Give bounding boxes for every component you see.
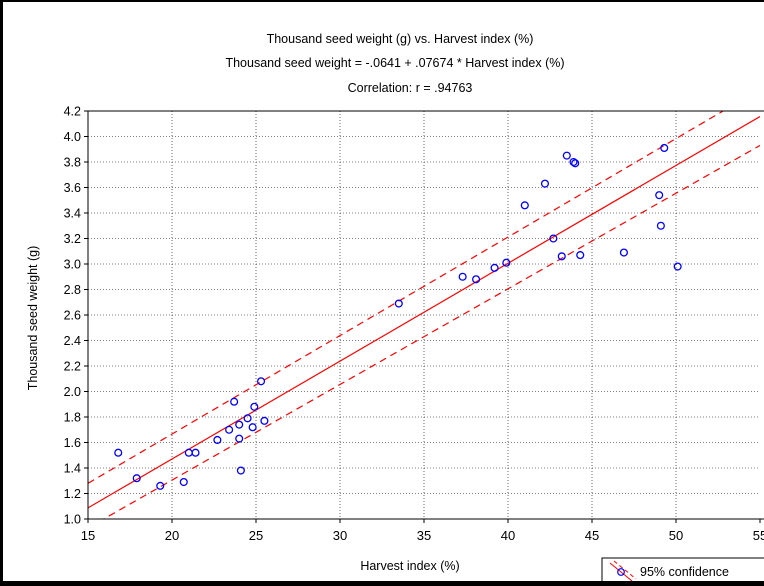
x-axis-ticks: 15 20 25 30 35 40 45 50 55 — [81, 519, 764, 543]
x-tick-label: 55 — [753, 528, 764, 543]
data-point — [248, 423, 257, 432]
x-tick-label: 50 — [669, 528, 683, 543]
data-point — [394, 299, 403, 308]
data-point — [256, 377, 266, 386]
y-tick-label: 2.8 — [64, 283, 81, 297]
data-point — [549, 234, 558, 243]
x-tick-label: 15 — [81, 528, 95, 543]
legend-box — [601, 557, 764, 585]
data-point — [213, 435, 222, 445]
y-tick-label: 3.2 — [64, 232, 81, 246]
y-tick-label: 4.2 — [64, 105, 81, 119]
y-tick-label: 2.6 — [64, 309, 81, 323]
data-point — [660, 143, 669, 153]
data-point — [191, 448, 200, 457]
y-tick-label: 3.6 — [64, 181, 81, 195]
data-point — [571, 159, 580, 168]
data-point — [235, 420, 244, 429]
legend: 95% confidence — [601, 557, 764, 585]
y-tick-label: 3.0 — [64, 258, 81, 272]
chart-title-line-2: Thousand seed weight = -.0641 + .07674 *… — [225, 56, 564, 70]
chart-title-line-1: Thousand seed weight (g) vs. Harvest ind… — [267, 32, 534, 46]
confidence-band — [88, 111, 760, 519]
x-tick-label: 45 — [585, 528, 599, 543]
data-point — [458, 272, 467, 281]
data-point — [472, 275, 481, 284]
legend-symbol-dashed — [613, 560, 637, 580]
data-point — [132, 474, 141, 483]
chart-title-line-3: Correlation: r = .94763 — [348, 81, 473, 95]
data-point — [250, 402, 259, 411]
x-tick-label: 40 — [501, 528, 515, 543]
data-points — [114, 143, 682, 490]
data-point — [557, 252, 566, 261]
data-point — [656, 221, 665, 230]
y-axis-ticks: 1.0 1.2 1.4 1.6 1.8 2.0 2.2 2.4 2.6 2.8 3.0 3.2 3.4 3… — [64, 105, 88, 527]
data-point — [576, 251, 585, 260]
data-point — [540, 179, 550, 188]
data-point — [260, 416, 269, 425]
y-tick-label: 2.4 — [64, 334, 81, 348]
data-point — [562, 151, 571, 160]
data-point — [673, 262, 682, 271]
legend-symbol-line — [609, 562, 633, 582]
y-axis-label: Thousand seed weight (g) — [26, 246, 40, 391]
y-tick-label: 1.8 — [64, 411, 81, 425]
data-point — [490, 263, 499, 272]
data-point — [655, 191, 664, 200]
y-tick-label: 1.4 — [64, 462, 81, 476]
x-tick-label: 30 — [333, 528, 347, 543]
data-point — [243, 414, 252, 423]
data-point — [569, 157, 578, 167]
confidence-lower-line — [102, 144, 760, 519]
legend-label: 95% confidence — [640, 565, 729, 579]
y-tick-label: 3.4 — [64, 207, 81, 221]
data-point — [502, 258, 511, 267]
data-point — [520, 201, 529, 210]
confidence-upper-line — [88, 111, 725, 484]
data-point — [225, 425, 234, 434]
legend-symbol-marker — [617, 568, 625, 576]
y-tick-label: 1.6 — [64, 436, 81, 450]
data-point — [179, 477, 188, 487]
y-tick-label: 1.0 — [64, 513, 81, 527]
data-point — [114, 448, 123, 457]
data-point — [236, 466, 245, 475]
y-tick-label: 4.0 — [64, 130, 81, 144]
data-point — [156, 481, 165, 490]
x-tick-label: 25 — [249, 528, 263, 543]
x-axis-label: Harvest index (%) — [360, 559, 459, 573]
y-tick-label: 1.2 — [64, 487, 81, 501]
y-tick-label: 3.8 — [64, 156, 81, 170]
data-point — [619, 248, 628, 257]
y-tick-label: 2.0 — [64, 385, 81, 399]
y-tick-label: 2.2 — [64, 360, 81, 374]
data-point — [235, 434, 244, 443]
x-tick-label: 20 — [165, 528, 179, 543]
regression-line — [88, 116, 760, 509]
data-point — [230, 397, 239, 406]
x-tick-label: 35 — [417, 528, 431, 543]
